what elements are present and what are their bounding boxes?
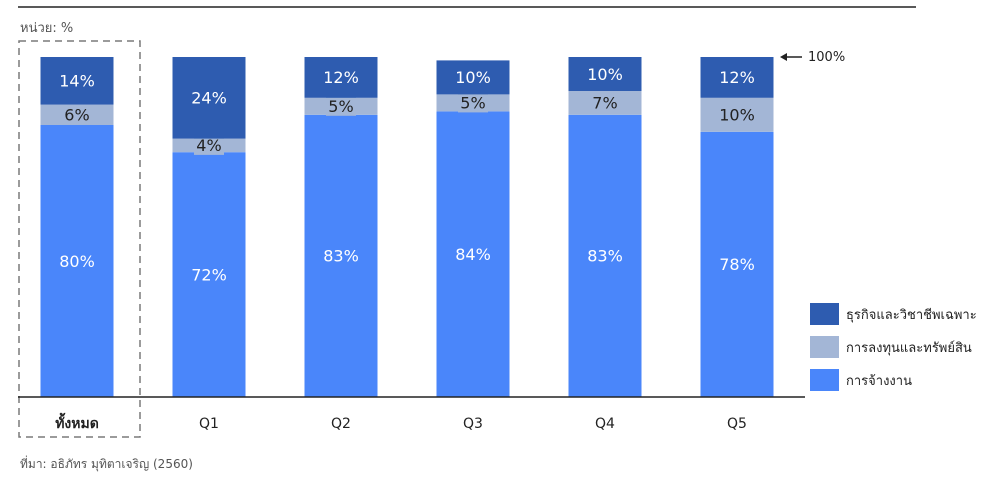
bar-segment [40, 125, 114, 397]
data-label: 24% [191, 89, 227, 108]
bar-segment [304, 114, 378, 398]
legend-swatch [810, 369, 839, 391]
bar-segment [172, 57, 246, 139]
x-tick-labels: ทั้งหมด Q1 Q2 Q3 Q4 Q5 [55, 412, 747, 432]
data-label: 5% [328, 97, 353, 116]
legend-label: การลงทุนและทรัพย์สิน [846, 340, 972, 356]
bar-segment [700, 131, 774, 398]
x-tick-label: Q4 [595, 416, 615, 432]
legend-swatch [810, 303, 839, 325]
data-label-backdrop [326, 96, 356, 116]
bar-segment [436, 111, 510, 398]
legend-label: การจ้างงาน [846, 374, 912, 389]
plot-area: 80% 6% 14% 72% 4% 24% 83% 5% 12% 84% 5% 10% 83% 7% 10%… [40, 57, 774, 398]
legend-label: ธุรกิจและวิชาชีพเฉพาะ [846, 307, 977, 323]
data-label: 6% [64, 106, 89, 125]
unit-label: หน่วย: % [20, 21, 73, 36]
data-label-backdrop [62, 105, 92, 125]
bar-segment [700, 57, 774, 98]
marker-100-label: 100% [808, 50, 845, 65]
bar-segment [436, 60, 510, 95]
data-label: 10% [719, 106, 755, 125]
bar-segment [172, 152, 246, 397]
data-label-backdrop [194, 135, 224, 155]
bar-segment [40, 57, 114, 105]
highlight-box [18, 40, 141, 438]
data-label: 80% [59, 252, 95, 271]
data-label: 14% [59, 72, 95, 91]
data-label-backdrop [722, 105, 752, 125]
x-tick-label: Q3 [463, 416, 483, 432]
data-label: 83% [323, 247, 359, 266]
data-label-backdrop [590, 93, 620, 113]
data-label: 84% [455, 245, 491, 264]
data-label: 12% [719, 68, 755, 87]
source-note: ที่มา: อธิภัทร มุทิตาเจริญ (2560) [20, 455, 193, 472]
legend-swatch [810, 336, 839, 358]
marker-100: 100% [780, 50, 845, 65]
arrow-left-icon [780, 53, 787, 61]
legend: ธุรกิจและวิชาชีพเฉพาะการลงทุนและทรัพย์สิ… [810, 303, 977, 391]
data-label: 7% [592, 94, 617, 113]
data-label: 72% [191, 265, 227, 284]
x-tick-label: ทั้งหมด [55, 412, 99, 432]
bar-segment [304, 57, 378, 98]
data-label-backdrop [458, 93, 488, 113]
bar-segment [568, 57, 642, 91]
bar-segment [568, 114, 642, 398]
data-label: 78% [719, 255, 755, 274]
data-label: 10% [587, 65, 623, 84]
data-label: 83% [587, 247, 623, 266]
data-label: 5% [460, 94, 485, 113]
data-label: 10% [455, 68, 491, 87]
x-tick-label: Q1 [199, 416, 219, 432]
data-label: 12% [323, 68, 359, 87]
data-label: 4% [196, 136, 221, 155]
x-tick-label: Q2 [331, 416, 351, 432]
x-tick-label: Q5 [727, 416, 747, 432]
